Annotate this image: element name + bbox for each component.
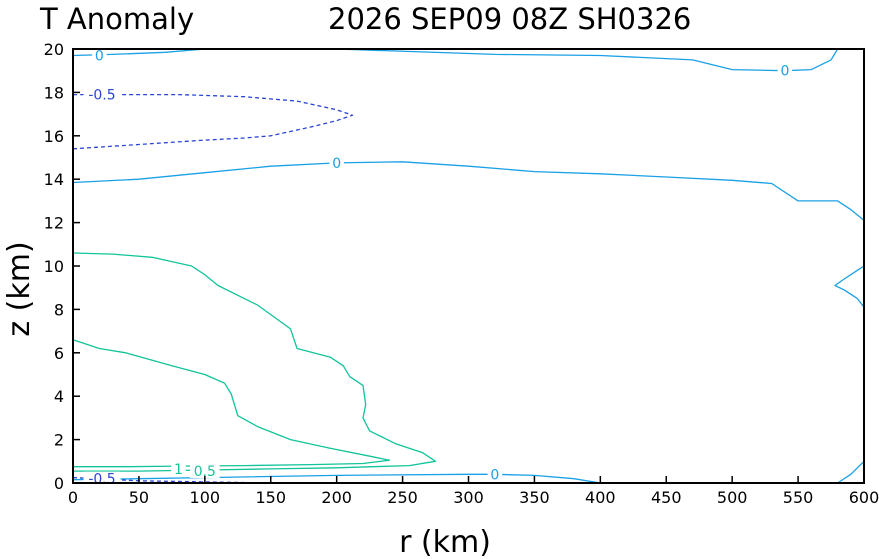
y-tick-label-2: 4	[54, 387, 64, 406]
contour-label-bg-6	[171, 461, 186, 476]
contour-label-bg-7	[190, 464, 220, 479]
x-tick-label-6: 300	[453, 488, 484, 507]
contour-label-3: 0	[490, 467, 499, 483]
y-tick-label-9: 18	[44, 83, 64, 102]
y-tick-label-6: 12	[44, 214, 64, 233]
contour-layer	[72, 48, 865, 484]
contour-label-bg-1	[777, 63, 793, 78]
contour-line-3	[72, 473, 601, 484]
contour-line-0	[72, 48, 839, 72]
contour-label-bg-2	[329, 155, 344, 170]
x-tick-label-5: 250	[387, 488, 418, 507]
y-tick-label-3: 6	[54, 344, 64, 363]
x-tick-label-12: 600	[849, 488, 879, 507]
contour-line-1	[72, 161, 865, 221]
chart-title-left: T Anomaly	[39, 2, 194, 36]
contour-label-0: 0	[95, 49, 104, 65]
x-tick-label-4: 200	[321, 488, 352, 507]
y-axis-title: z (km)	[2, 241, 37, 336]
x-axis-title: r (km)	[399, 525, 491, 559]
y-tick-label-1: 2	[54, 431, 64, 450]
y-tick-label-0: 0	[54, 474, 64, 493]
contour-line-4	[837, 460, 865, 484]
x-tick-label-2: 100	[190, 488, 221, 507]
x-tick-label-10: 500	[717, 488, 748, 507]
x-tick-label-0: 0	[68, 488, 78, 507]
contour-label-bg-4	[83, 87, 121, 102]
x-tick-label-7: 350	[519, 488, 550, 507]
contour-label-5: -0.5	[88, 472, 115, 488]
x-tick-label-9: 450	[651, 488, 682, 507]
y-tick-label-4: 8	[54, 300, 64, 319]
x-tick-label-8: 400	[585, 488, 616, 507]
contour-label-1: 0	[780, 64, 789, 80]
contour-line-7	[72, 252, 437, 472]
contour-label-bg-3	[487, 467, 503, 482]
contour-label-7: 0.5	[194, 464, 216, 480]
contour-label-2: 0	[332, 156, 341, 172]
chart-title-right: 2026 SEP09 08Z SH0326	[328, 2, 691, 36]
contour-line-2	[834, 265, 865, 308]
y-tick-label-7: 14	[44, 170, 64, 189]
y-tick-label-8: 16	[44, 127, 64, 146]
contour-label-6: 1	[174, 462, 183, 478]
contour-label-bg-0	[92, 48, 107, 63]
contour-line-8	[72, 339, 391, 468]
contour-label-layer: 0 0 0 0 -0.5 -0.5 1 0.5	[83, 48, 793, 488]
x-tick-label-3: 150	[255, 488, 286, 507]
x-tick-label-1: 50	[129, 488, 149, 507]
y-axis: 0 2 4 6 8 10 12 14 16 18 20	[44, 40, 80, 493]
y-tick-label-5: 10	[44, 257, 64, 276]
contour-label-4: -0.5	[88, 88, 115, 104]
y-tick-label-10: 20	[44, 40, 64, 59]
x-axis: 0 50 100 150 200 250 300 350 400 450 500 550 600	[68, 476, 879, 507]
x-tick-label-11: 550	[783, 488, 814, 507]
contour-line-5	[72, 93, 354, 150]
